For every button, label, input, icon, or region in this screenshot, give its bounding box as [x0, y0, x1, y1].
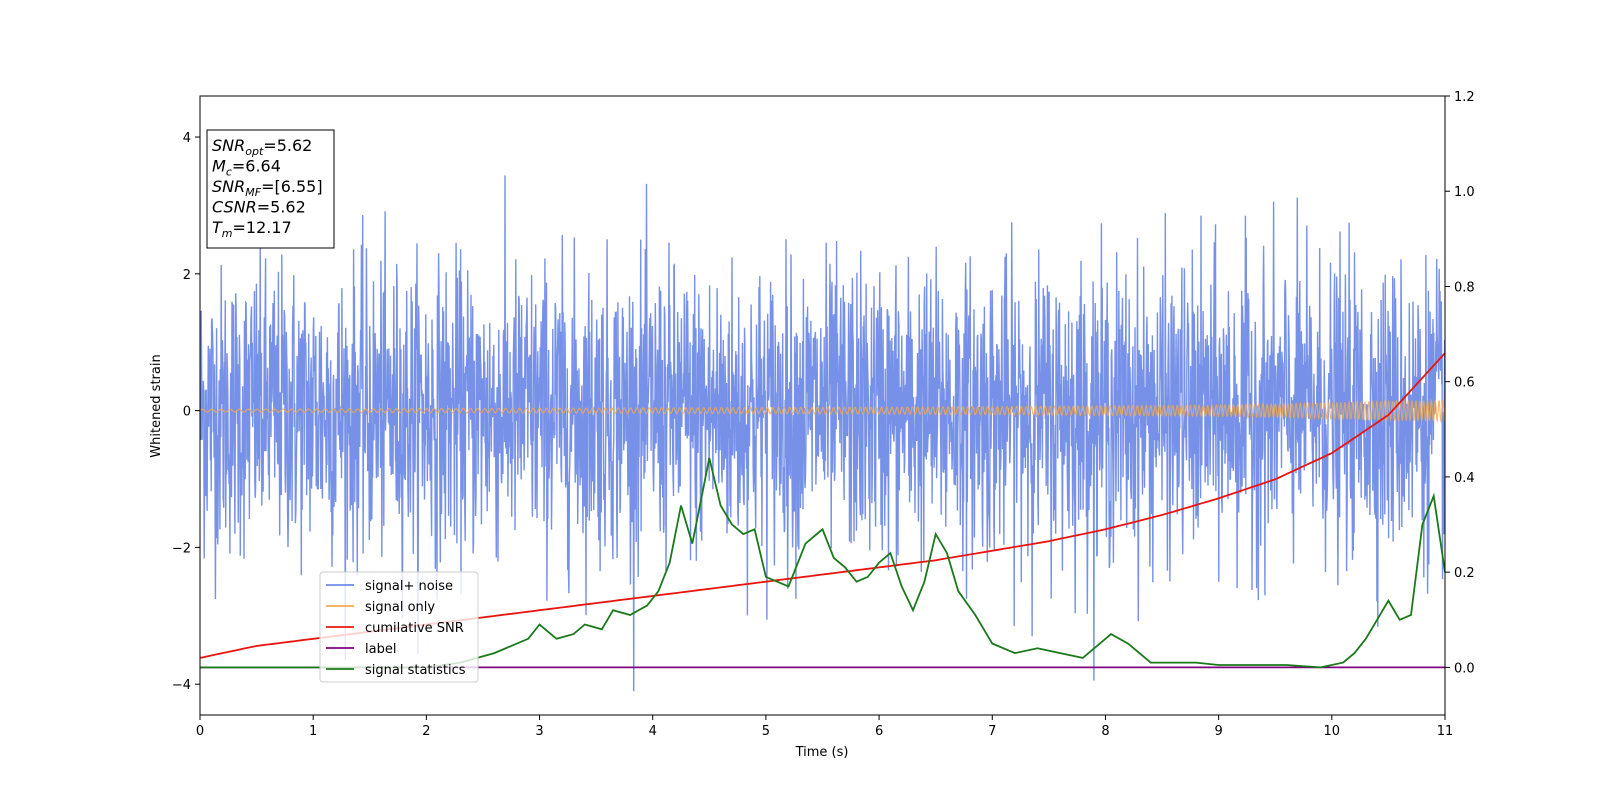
x-tick-label: 5 — [762, 724, 770, 739]
y-tick-label: 0 — [183, 405, 191, 420]
x-tick-label: 10 — [1324, 724, 1341, 739]
signal-only-line — [200, 398, 1445, 424]
y-tick-label: −4 — [172, 678, 191, 693]
annotation-line: CSNR=5.62 — [212, 198, 306, 217]
y-tick-label: 2 — [183, 268, 191, 283]
x-tick-label: 0 — [196, 724, 204, 739]
x-tick-label: 7 — [988, 724, 996, 739]
annotation-line: SNRopt=5.62 — [212, 136, 312, 158]
x-tick-label: 11 — [1437, 724, 1454, 739]
x-tick-label: 6 — [875, 724, 883, 739]
series-line-signal-only — [200, 398, 1445, 424]
y2-tick-label: 0.8 — [1454, 280, 1475, 295]
y-axis-label: Whitened strain — [149, 354, 164, 457]
x-tick-label: 4 — [649, 724, 657, 739]
x-tick-label: 2 — [422, 724, 430, 739]
x-tick-label: 1 — [309, 724, 317, 739]
y2-tick-label: 1.2 — [1454, 90, 1475, 105]
y2-tick-label: 0.0 — [1454, 661, 1475, 676]
x-axis-label: Time (s) — [795, 745, 849, 760]
annotation-box: SNRopt=5.62Mc=6.64SNRMF=[6.55]CSNR=5.62T… — [206, 129, 335, 249]
y2-tick-label: 1.0 — [1454, 185, 1475, 200]
legend-label: cumilative SNR — [365, 621, 464, 636]
x-tick-label: 3 — [535, 724, 543, 739]
y-tick-label: 4 — [183, 131, 191, 146]
legend-label: label — [365, 642, 396, 657]
x-tick-label: 8 — [1101, 724, 1109, 739]
legend: signal+ noise signal only cumilative SNR la… — [319, 571, 479, 683]
y2-tick-label: 0.2 — [1454, 566, 1475, 581]
y2-tick-label: 0.4 — [1454, 471, 1475, 486]
annotation-line: SNRMF=[6.55] — [212, 177, 323, 199]
y-tick-label: −2 — [172, 541, 191, 556]
legend-label: signal+ noise — [365, 579, 453, 594]
y2-tick-label: 0.6 — [1454, 376, 1475, 391]
legend-label: signal statistics — [365, 663, 466, 678]
plot-frame — [199, 95, 1446, 716]
x-tick-label: 9 — [1214, 724, 1222, 739]
series-line-signal-statistics — [200, 457, 1445, 669]
annotation-line: Tm=12.17 — [212, 218, 292, 240]
legend-label: signal only — [365, 600, 435, 615]
annotation-line: Mc=6.64 — [212, 157, 281, 179]
